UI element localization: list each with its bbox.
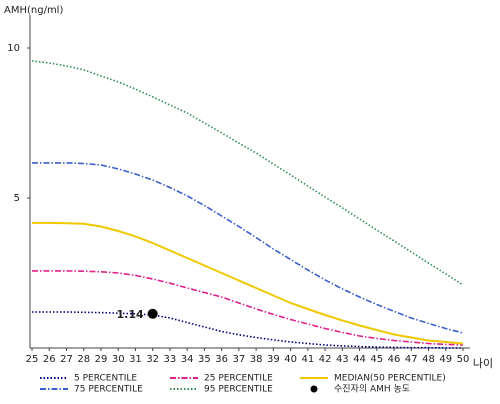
x-tick-label: 37	[233, 354, 246, 365]
x-tick-label: 30	[112, 354, 125, 365]
legend-label: MEDIAN(50 PERCENTILE)	[334, 374, 446, 384]
x-tick-label: 45	[370, 354, 383, 365]
x-tick-label: 27	[60, 354, 73, 365]
x-tick-label: 31	[129, 354, 142, 365]
y-tick-label: 5	[14, 193, 20, 204]
series-line	[32, 162, 464, 334]
x-tick-label: 38	[250, 354, 263, 365]
x-tick-label: 35	[198, 354, 211, 365]
x-tick-label: 42	[319, 354, 332, 365]
x-tick-label: 25	[26, 354, 39, 365]
legend-swatch	[310, 385, 318, 393]
x-tick-label: 46	[388, 354, 401, 365]
data-point	[147, 308, 158, 319]
x-tick-label: 47	[405, 354, 418, 365]
x-tick-label: 36	[215, 354, 228, 365]
x-tick-label: 43	[336, 354, 349, 365]
x-tick-label: 33	[164, 354, 177, 365]
x-tick-label: 41	[301, 354, 314, 365]
y-tick-label: 10	[7, 43, 20, 54]
series-line	[31, 60, 464, 286]
x-tick-label: 49	[439, 354, 452, 365]
legend-label: 95 PERCENTILE	[204, 385, 273, 395]
series-line	[32, 311, 463, 349]
x-tick-label: 34	[181, 354, 194, 365]
x-tick-label: 29	[95, 354, 108, 365]
point-label: 1.14	[117, 308, 144, 321]
series-line	[32, 270, 464, 346]
x-tick-label: 26	[43, 354, 56, 365]
legend-label: 25 PERCENTILE	[204, 374, 273, 384]
x-tick-label: 44	[353, 354, 366, 365]
x-tick-label: 48	[422, 354, 435, 365]
legend-label: 75 PERCENTILE	[74, 385, 143, 395]
x-tick-label: 32	[146, 354, 159, 365]
series-line	[32, 221, 464, 345]
x-tick-label: 40	[284, 354, 297, 365]
y-axis-label: AMH(ng/ml)	[4, 5, 63, 16]
legend-label: 수진자의 AMH 농도	[334, 384, 410, 395]
x-tick-label: 50	[457, 354, 470, 365]
legend-label: 5 PERCENTILE	[74, 374, 137, 384]
x-tick-label: 39	[267, 354, 280, 365]
x-tick-label: 28	[77, 354, 90, 365]
x-axis-label: 나이	[473, 357, 493, 370]
